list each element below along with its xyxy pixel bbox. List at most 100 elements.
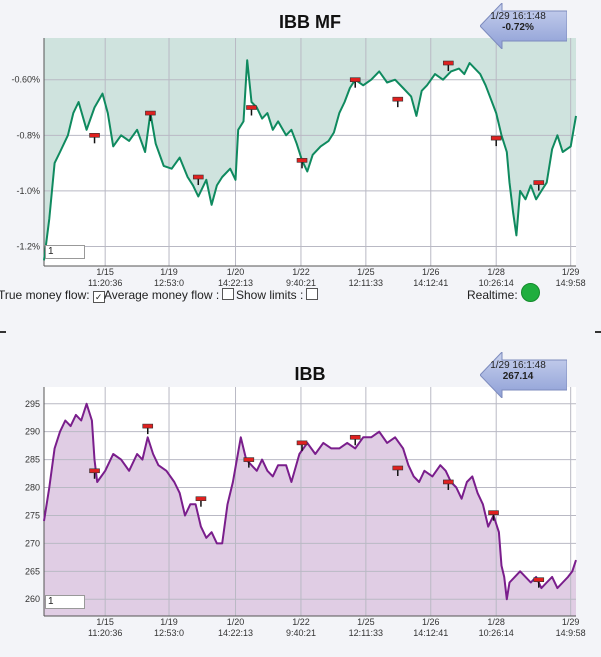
x-tick-date: 1/25 [357, 617, 375, 627]
event-marker [89, 133, 100, 144]
event-marker [246, 105, 257, 116]
badge-value: 267.14 [502, 371, 534, 382]
event-marker [392, 465, 404, 476]
y-tick-label: -1.2% [16, 242, 40, 252]
x-tick-date: 1/26 [422, 267, 440, 277]
x-tick-time: 14:12:41 [413, 278, 448, 288]
chart-controls: True money flow: ✓ Average money flow : S… [0, 288, 588, 306]
event-marker [490, 135, 502, 147]
marker-flag [192, 174, 204, 180]
x-tick-time: 10:26:14 [479, 278, 514, 288]
event-marker [145, 110, 156, 122]
marker-flag [195, 496, 207, 502]
marker-flag [392, 465, 404, 471]
event-marker [192, 174, 204, 186]
badge-value: -0.72% [502, 22, 534, 33]
x-tick-time: 11:20:36 [88, 628, 122, 638]
event-marker [349, 77, 361, 88]
marker-flag [296, 440, 308, 446]
money-flow-chart: -1.2%-1.0%-0.8%-0.60%1/1511:20:361/1912:… [11, 12, 586, 288]
realtime-status-indicator[interactable] [521, 283, 540, 302]
x-tick-date: 1/28 [487, 267, 505, 277]
period-input-price[interactable]: 1 [45, 595, 85, 609]
x-tick-date: 1/26 [422, 617, 440, 627]
x-tick-time: 12:11:33 [349, 278, 383, 288]
marker-flag [246, 105, 257, 110]
y-tick-label: 275 [25, 510, 40, 520]
x-tick-time: 14:22:13 [218, 278, 253, 288]
x-tick-date: 1/25 [357, 267, 375, 277]
badge-time: 1/29 16:1:48 [490, 360, 546, 371]
chart-title: IBB MF [279, 12, 341, 32]
divider-tick [595, 331, 601, 333]
x-tick-time: 12:53:0 [154, 278, 184, 288]
x-tick-date: 1/22 [292, 617, 310, 627]
x-tick-date: 1/15 [96, 267, 114, 277]
marker-flag [443, 479, 454, 485]
y-tick-label: 260 [25, 594, 40, 604]
event-marker [533, 180, 545, 191]
event-marker [195, 496, 207, 507]
x-tick-date: 1/15 [96, 617, 114, 627]
y-tick-label: -0.8% [16, 130, 40, 140]
y-tick-label: -1.0% [16, 186, 40, 196]
marker-flag [89, 468, 100, 474]
y-tick-label: 285 [25, 455, 40, 465]
marker-flag [243, 457, 255, 462]
x-tick-date: 1/20 [227, 617, 245, 627]
x-tick-time: 14:9:58 [556, 628, 586, 638]
y-tick-label: 265 [25, 566, 40, 576]
marker-flag [145, 110, 156, 116]
x-tick-time: 10:26:14 [479, 628, 514, 638]
marker-flag [533, 577, 545, 582]
chart-title: IBB [295, 364, 326, 384]
series-area [44, 403, 576, 616]
average-money-flow-checkbox[interactable] [222, 288, 235, 300]
marker-flag [142, 423, 154, 429]
event-marker [533, 577, 545, 588]
true-money-flow-checkbox[interactable]: ✓ [92, 291, 105, 303]
event-marker [296, 440, 308, 451]
marker-flag [490, 135, 502, 141]
marker-flag [349, 77, 361, 83]
event-marker [443, 60, 454, 72]
series-line [43, 402, 577, 601]
x-tick-time: 14:9:58 [556, 278, 586, 288]
event-marker [296, 158, 308, 169]
average-money-flow-label: Average money flow : [104, 288, 220, 302]
marker-flag [488, 510, 499, 515]
show-limits-checkbox[interactable] [306, 288, 319, 300]
x-tick-date: 1/28 [487, 617, 505, 627]
realtime-label: Realtime: [467, 288, 518, 302]
x-tick-date: 1/29 [562, 617, 580, 627]
y-tick-label: 295 [25, 399, 40, 409]
period-input-mf[interactable]: 1 [45, 245, 85, 259]
marker-flag [296, 158, 308, 163]
marker-flag [349, 434, 361, 440]
x-tick-date: 1/29 [562, 267, 580, 277]
event-marker [142, 423, 154, 435]
event-marker [488, 510, 499, 521]
x-tick-date: 1/22 [292, 267, 310, 277]
latest-value-badge-price: 1/29 16:1:48 267.14 [479, 350, 568, 400]
latest-value-badge-mf: 1/29 16:1:48 -0.72% [479, 1, 568, 51]
marker-flag [443, 60, 454, 66]
marker-flag [392, 96, 404, 102]
y-tick-label: 290 [25, 427, 40, 437]
marker-flag [533, 180, 545, 185]
x-tick-date: 1/20 [227, 267, 245, 277]
divider-tick [0, 331, 6, 333]
event-marker [89, 468, 100, 479]
series-line [43, 59, 577, 261]
event-marker [243, 457, 255, 468]
x-tick-date: 1/19 [160, 267, 178, 277]
marker-flag [89, 133, 100, 138]
y-tick-label: 270 [25, 538, 40, 548]
y-tick-label: -0.60% [11, 75, 40, 85]
x-tick-date: 1/19 [160, 617, 178, 627]
x-tick-time: 14:22:13 [218, 628, 253, 638]
x-tick-time: 9:40:21 [286, 278, 316, 288]
show-limits-label: Show limits : [236, 288, 304, 302]
true-money-flow-label: True money flow: [0, 288, 90, 302]
series-area [44, 38, 576, 261]
